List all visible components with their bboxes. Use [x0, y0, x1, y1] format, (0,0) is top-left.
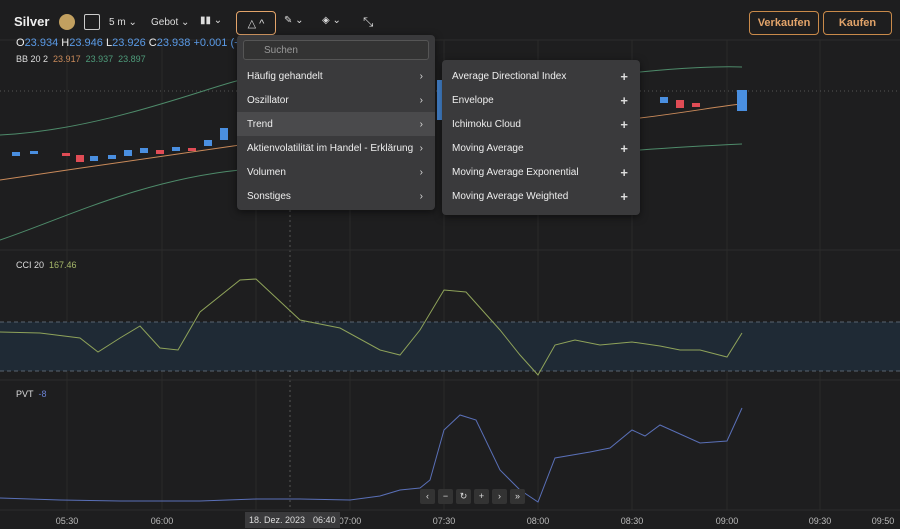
reset[interactable]: ↻	[456, 489, 471, 504]
pvt-label: PVT	[16, 389, 34, 399]
collapse[interactable]: ⤡	[363, 14, 374, 29]
submenu-item-label: Average Directional Index	[452, 70, 567, 82]
zoom-out[interactable]: −	[438, 489, 453, 504]
chevron: ›	[419, 166, 423, 178]
submenu-item-label: Envelope	[452, 94, 494, 106]
c-value: 23.938	[156, 37, 191, 49]
submenu-item[interactable]: Moving Average Weighted +	[442, 184, 640, 208]
submenu-item[interactable]: Average Directional Index +	[442, 64, 640, 88]
menu-item-label: Oszillator	[247, 94, 289, 106]
zoom-in[interactable]: +	[474, 489, 489, 504]
pvt-legend: PVT -8	[16, 389, 47, 399]
time-label: 05:30	[55, 516, 79, 526]
cci-label: CCI 20	[16, 260, 45, 270]
h-value: 23.946	[69, 37, 103, 49]
submenu-item[interactable]: Moving Average +	[442, 136, 640, 160]
menu-item[interactable]: Sonstiges ›	[237, 184, 435, 208]
change: +0.001 (+	[193, 37, 241, 49]
o-label: O	[16, 37, 25, 49]
bb-value: 23.937	[85, 54, 114, 64]
add-icon[interactable]: +	[620, 68, 628, 84]
symbol[interactable]: Silver	[14, 14, 50, 29]
add-icon[interactable]: +	[620, 164, 628, 180]
menu-item[interactable]: Oszillator ›	[237, 88, 435, 112]
scroll-right[interactable]: ›	[492, 489, 507, 504]
pvt-value: -8	[38, 389, 47, 399]
time-label: 09:00	[715, 516, 739, 526]
submenu-item-label: Moving Average Exponential	[452, 166, 579, 178]
bb-legend: BB 20 2 23.917 23.937 23.897	[16, 54, 146, 64]
submenu-item[interactable]: Moving Average Exponential +	[442, 160, 640, 184]
submenu-item-label: Moving Average	[452, 142, 524, 154]
search-input[interactable]: Suchen	[243, 40, 429, 60]
cursor-date: 18. Dez. 2023	[249, 515, 306, 525]
submenu-item[interactable]: Ichimoku Cloud +	[442, 112, 640, 136]
interval-label: 5 m	[109, 17, 126, 28]
time-label: 07:00	[338, 516, 362, 526]
c-label: C	[148, 37, 157, 49]
bb-value: 23.897	[118, 54, 146, 64]
submenu-item[interactable]: Envelope +	[442, 88, 640, 112]
h-label: H	[61, 37, 70, 49]
submenu-item-label: Moving Average Weighted	[452, 190, 569, 202]
chart-type-icon[interactable]	[84, 14, 100, 30]
buy-button[interactable]: Kaufen	[823, 11, 892, 35]
menu-item-label: Aktienvolatilität im Handel - Erklärung	[247, 142, 414, 154]
search-placeholder: Suchen	[264, 44, 298, 56]
time-label: 09:30	[808, 516, 832, 526]
chevron: ›	[419, 142, 423, 154]
nav-controls: ‹ − ↻ + › »	[420, 489, 525, 504]
menu-item[interactable]: Aktienvolatilität im Handel - Erklärung ›	[237, 136, 435, 160]
menu-item[interactable]: Trend ›	[237, 112, 435, 136]
o-value: 23.934	[24, 37, 59, 49]
add-icon[interactable]: +	[620, 188, 628, 204]
add-icon[interactable]: +	[620, 140, 628, 156]
scroll-left[interactable]: ‹	[420, 489, 435, 504]
submenu: Average Directional Index + Envelope + Ichim…	[442, 60, 640, 215]
ohlc: O23.934 H23.946 L23.926 C23.938 +0.001 (…	[16, 37, 241, 49]
menu-item-label: Trend	[247, 118, 273, 130]
submenu-item-label: Ichimoku Cloud	[452, 118, 521, 130]
chevron: ›	[419, 70, 423, 82]
indicator-menu: Suchen Häufig gehandelt › Oszillator › Trend…	[237, 35, 435, 210]
menu-item-label: Volumen	[247, 166, 286, 178]
interval[interactable]: 5 m ⌄	[109, 17, 137, 28]
menu-item-label: Häufig gehandelt	[247, 70, 323, 82]
chevron: ›	[419, 190, 423, 202]
time-label: 08:30	[620, 516, 644, 526]
time-label: 09:50	[871, 516, 895, 526]
menu-item-label: Sonstiges	[247, 190, 291, 202]
menu-item[interactable]: Häufig gehandelt ›	[237, 64, 435, 88]
chevron: ›	[419, 118, 423, 130]
sell-button[interactable]: Verkaufen	[749, 11, 819, 35]
price-type-label: Gebot	[151, 17, 179, 28]
bb-value: 23.917	[53, 54, 81, 64]
candle-style[interactable]: ▮▮ ⌄	[200, 15, 223, 26]
add-icon[interactable]: +	[620, 116, 628, 132]
price-type[interactable]: Gebot ⌄	[151, 17, 190, 28]
l-value: 23.926	[112, 37, 146, 49]
status-icon	[59, 14, 75, 30]
indicators-button[interactable]: △ ^	[236, 11, 276, 35]
cursor-time: 06:40	[313, 515, 336, 525]
add-icon[interactable]: +	[620, 92, 628, 108]
cci-value: 167.46	[49, 260, 77, 270]
chevron: ›	[419, 94, 423, 106]
scroll-end[interactable]: »	[510, 489, 525, 504]
time-label: 08:00	[526, 516, 550, 526]
cci-legend: CCI 20 167.46	[16, 260, 77, 270]
draw-tool[interactable]: ✎ ⌄	[284, 15, 304, 26]
layers[interactable]: ◈ ⌄	[322, 15, 341, 26]
time-label: 07:30	[432, 516, 456, 526]
l-label: L	[105, 37, 113, 49]
time-label: 06:00	[150, 516, 174, 526]
bb-label: BB 20 2	[16, 54, 49, 64]
crosshair-time: 18. Dez. 2023 06:40	[245, 512, 340, 528]
menu-item[interactable]: Volumen ›	[237, 160, 435, 184]
